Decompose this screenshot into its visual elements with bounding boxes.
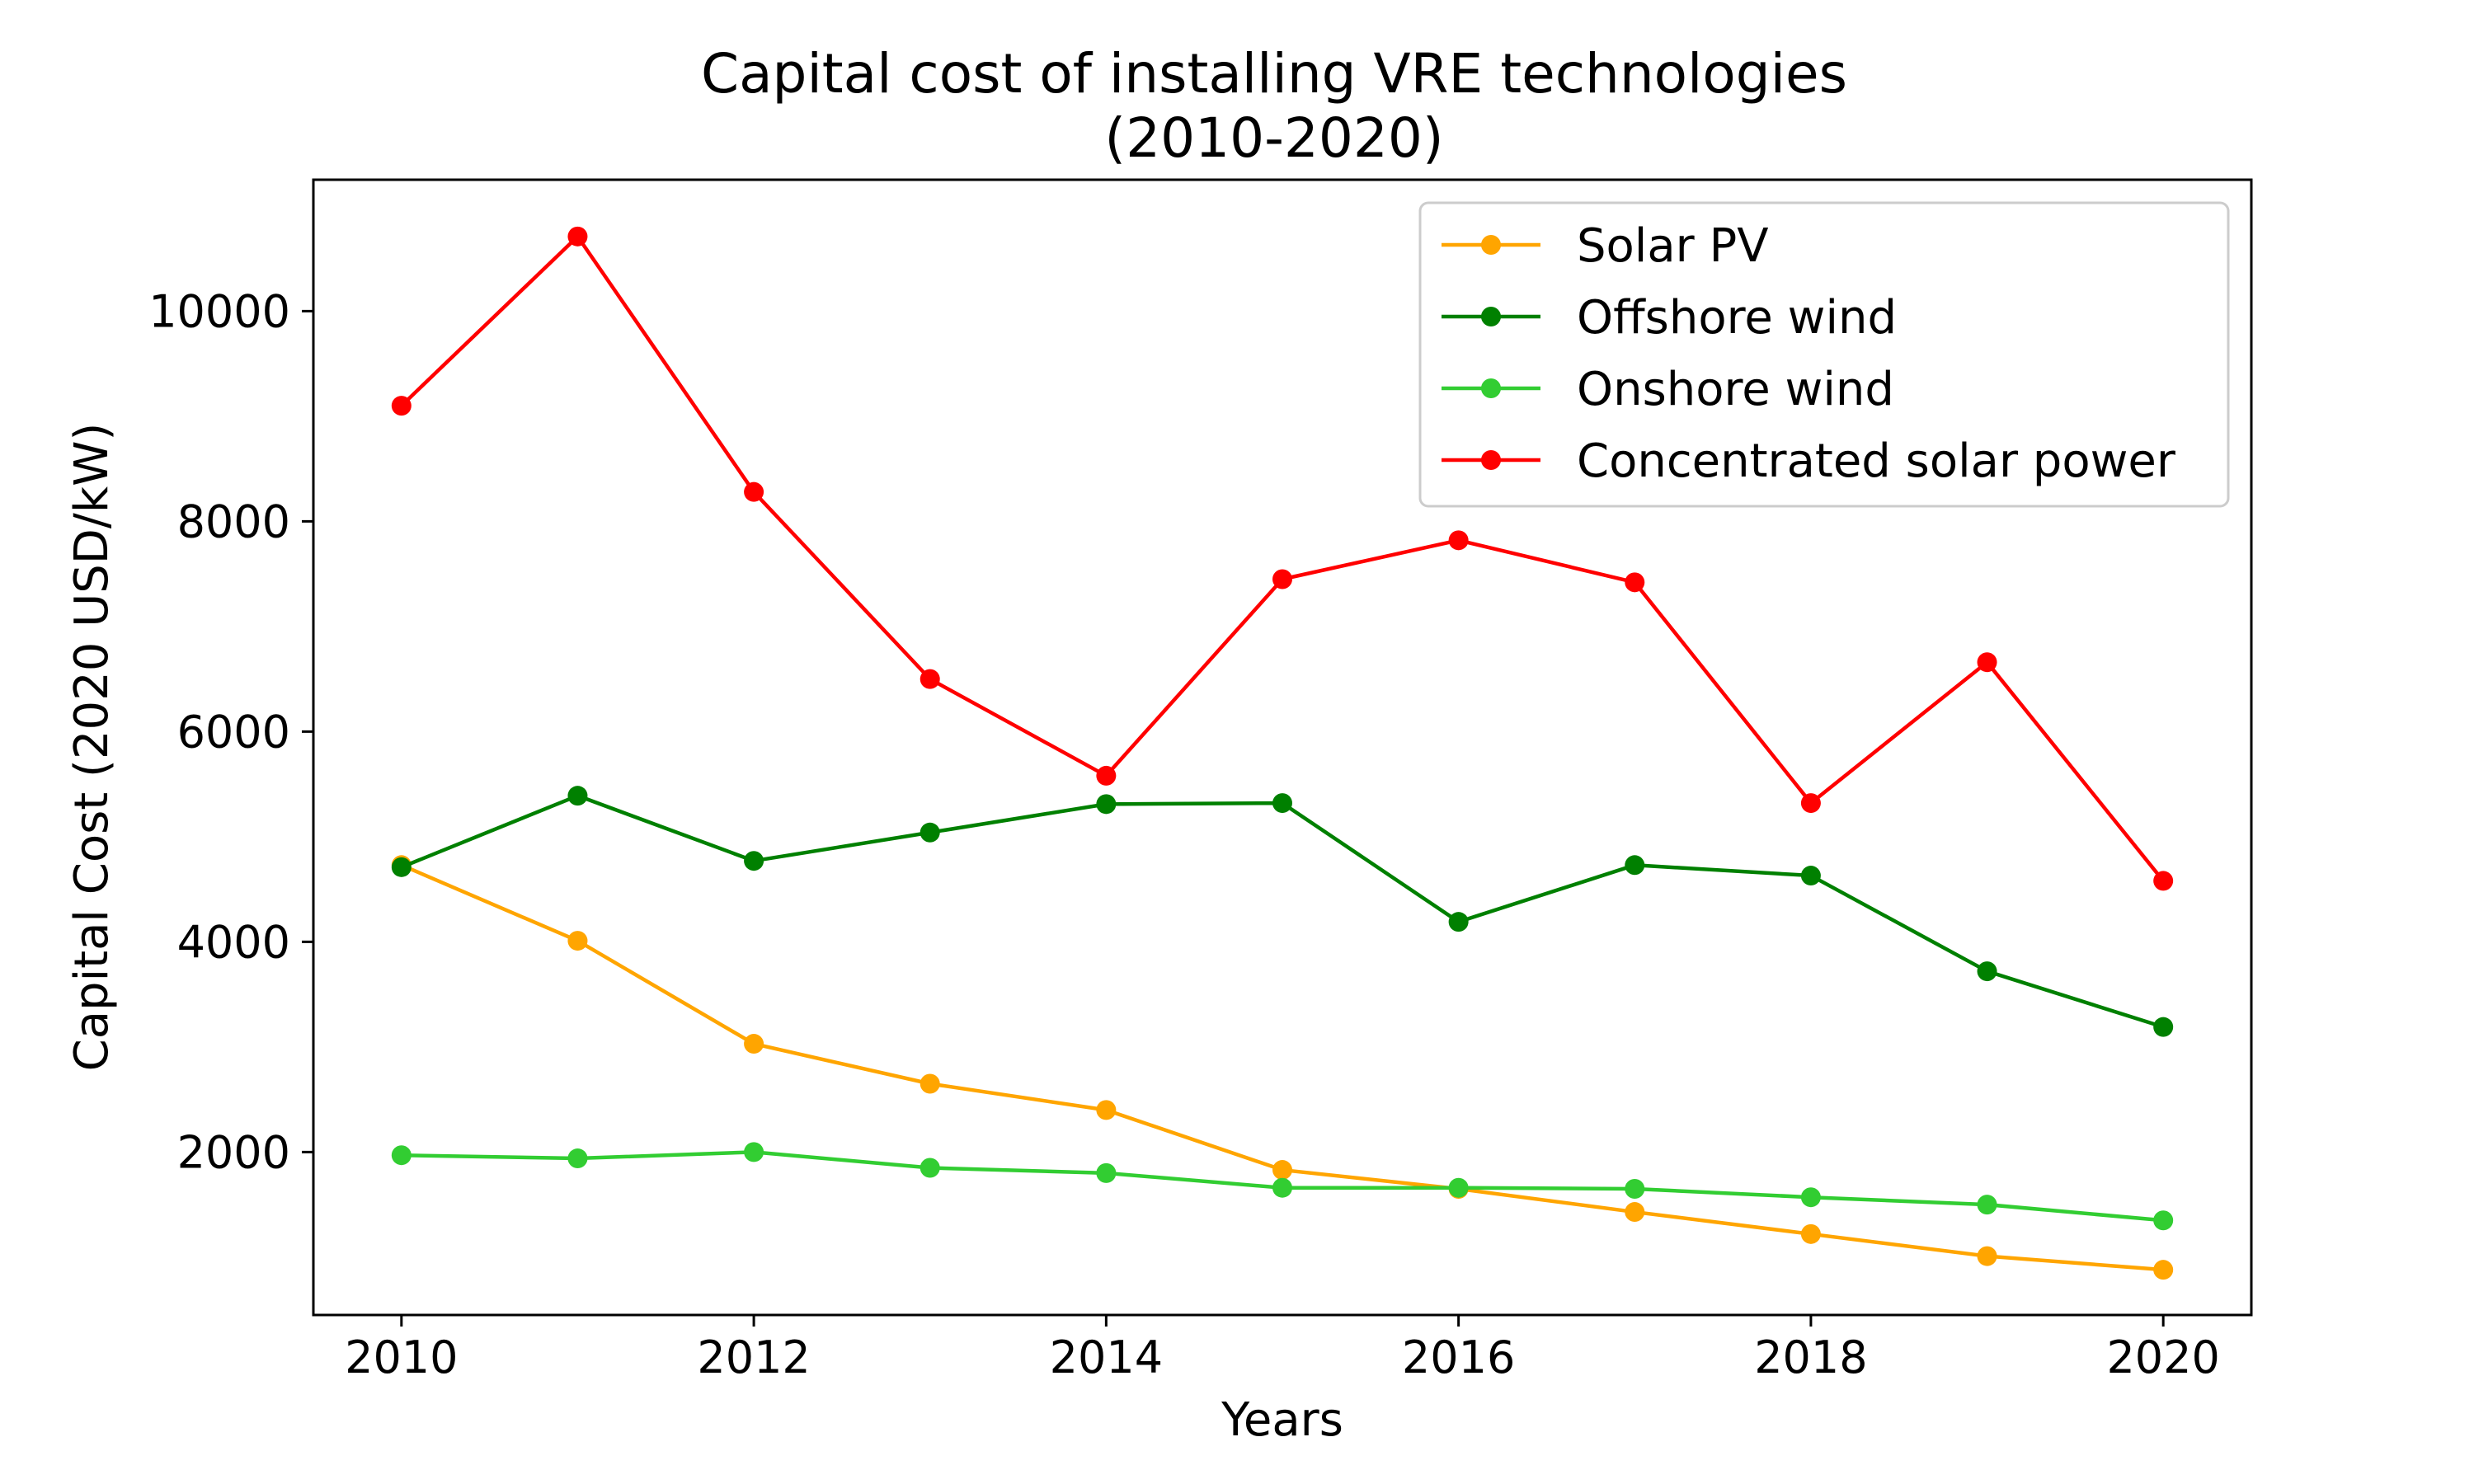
legend-marker-onshore-wind [1481, 378, 1501, 398]
data-point-solar-pv [744, 1034, 764, 1054]
legend-label-onshore-wind: Onshore wind [1577, 363, 1894, 416]
legend-label-offshore-wind: Offshore wind [1577, 291, 1897, 345]
y-tick-label: 2000 [177, 1126, 290, 1178]
data-point-concentrated-solar-power [920, 669, 940, 689]
y-tick-label: 8000 [177, 495, 290, 547]
x-tick-label: 2014 [1050, 1331, 1163, 1383]
chart-title-line2: (2010-2020) [1104, 106, 1443, 170]
legend: Solar PV Offshore wind Onshore wind Concent… [1418, 201, 2230, 508]
y-tick-label: 10000 [148, 285, 290, 337]
data-point-solar-pv [2153, 1260, 2174, 1280]
data-point-offshore-wind [2153, 1017, 2174, 1037]
data-point-concentrated-solar-power [1977, 652, 1997, 673]
data-point-concentrated-solar-power [744, 481, 764, 502]
x-tick-label: 2016 [1402, 1331, 1515, 1383]
data-point-onshore-wind [391, 1145, 412, 1166]
y-axis-label: Capital Cost (2020 USD/kW) [65, 423, 119, 1072]
data-point-onshore-wind [1272, 1177, 1292, 1198]
data-point-onshore-wind [567, 1148, 588, 1169]
data-point-concentrated-solar-power [391, 396, 412, 416]
data-point-solar-pv [920, 1073, 940, 1094]
data-point-concentrated-solar-power [567, 226, 588, 247]
data-point-onshore-wind [744, 1142, 764, 1162]
y-axis: 2000 4000 6000 8000 10000 [148, 285, 313, 1178]
data-point-onshore-wind [1977, 1195, 1997, 1215]
series-layer [391, 226, 2174, 1280]
legend-marker-solar-pv [1481, 235, 1501, 255]
data-point-onshore-wind [1800, 1187, 1821, 1208]
data-point-concentrated-solar-power [1272, 569, 1292, 589]
data-point-concentrated-solar-power [1800, 793, 1821, 814]
data-point-offshore-wind [1625, 855, 1645, 876]
data-point-onshore-wind [1625, 1179, 1645, 1199]
data-point-offshore-wind [1800, 866, 1821, 886]
data-point-offshore-wind [744, 851, 764, 871]
data-point-offshore-wind [1977, 961, 1997, 982]
y-tick-label: 4000 [177, 916, 290, 968]
x-axis-label: Years [1221, 1393, 1343, 1447]
data-point-solar-pv [567, 931, 588, 951]
x-tick-label: 2020 [2106, 1331, 2219, 1383]
data-point-onshore-wind [1448, 1177, 1469, 1198]
data-point-solar-pv [1096, 1100, 1117, 1120]
data-point-solar-pv [1625, 1202, 1645, 1223]
x-axis: 2010 2012 2014 2016 2018 2020 [345, 1315, 2220, 1383]
legend-box [1418, 201, 2230, 508]
data-point-solar-pv [1800, 1223, 1821, 1244]
legend-marker-concentrated-solar-power [1481, 450, 1501, 470]
legend-label-solar-pv: Solar PV [1577, 219, 1769, 273]
data-point-offshore-wind [1272, 793, 1292, 814]
legend-label-concentrated-solar-power: Concentrated solar power [1577, 434, 2176, 488]
chart-title-line1: Capital cost of installing VRE technolog… [701, 42, 1847, 106]
series-line-solar-pv [400, 863, 2164, 1272]
data-point-onshore-wind [1096, 1162, 1117, 1183]
legend-marker-offshore-wind [1481, 307, 1501, 326]
data-point-onshore-wind [2153, 1210, 2174, 1231]
x-tick-label: 2010 [345, 1331, 458, 1383]
plot-frame [312, 178, 2253, 1317]
data-point-concentrated-solar-power [2153, 871, 2174, 891]
x-tick-label: 2012 [697, 1331, 810, 1383]
data-point-solar-pv [1272, 1160, 1292, 1181]
data-point-offshore-wind [567, 786, 588, 806]
y-tick-label: 6000 [177, 706, 290, 758]
data-point-concentrated-solar-power [1096, 765, 1117, 786]
data-point-offshore-wind [391, 857, 412, 877]
data-point-concentrated-solar-power [1625, 572, 1645, 593]
data-point-concentrated-solar-power [1448, 530, 1469, 551]
data-point-solar-pv [1977, 1246, 1997, 1266]
data-point-offshore-wind [1096, 794, 1117, 815]
data-point-offshore-wind [920, 822, 940, 843]
data-point-onshore-wind [920, 1158, 940, 1178]
x-tick-label: 2018 [1754, 1331, 1867, 1383]
data-point-offshore-wind [1448, 912, 1469, 932]
